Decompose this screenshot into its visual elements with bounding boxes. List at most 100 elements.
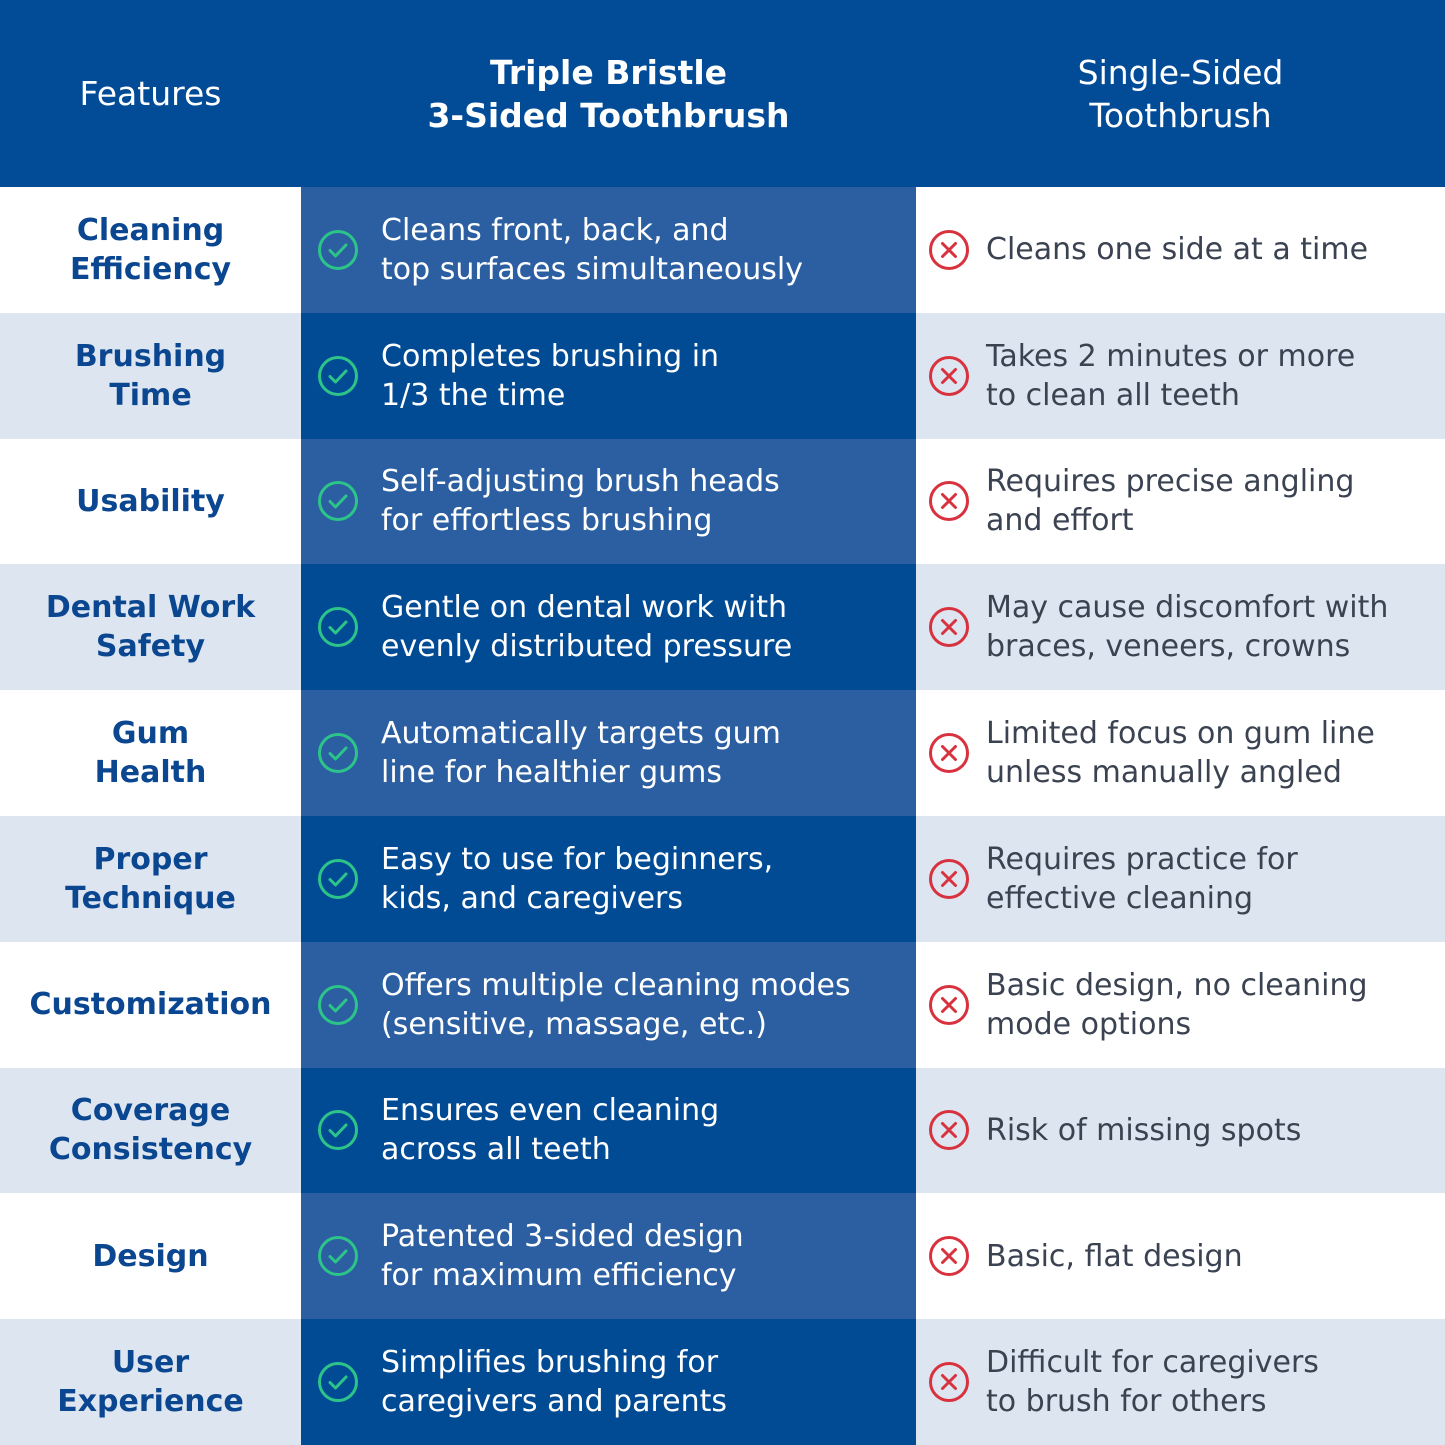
header-features-label: Features bbox=[79, 74, 222, 113]
single-sided-cell: Requires practice for effective cleaning bbox=[916, 815, 1445, 942]
feature-label: Customization bbox=[0, 941, 301, 1068]
cell-line: Requires precise angling bbox=[986, 464, 1355, 500]
check-circle-icon bbox=[317, 229, 359, 271]
cell-line: Cleans front, back, and bbox=[381, 212, 729, 248]
cell-line: Dental Work bbox=[45, 590, 256, 626]
single-sided-cell: Basic design, no cleaning mode options bbox=[916, 941, 1445, 1068]
cell-line: Safety bbox=[95, 629, 206, 665]
feature-label: Dental Work Safety bbox=[0, 564, 301, 691]
triple-bristle-cell: Patented 3-sided design for maximum effic… bbox=[301, 1193, 916, 1320]
cell-line: Gum bbox=[111, 716, 190, 752]
cell-line: Risk of missing spots bbox=[986, 1112, 1302, 1148]
feature-label: Proper Technique bbox=[0, 815, 301, 942]
cell-line: across all teeth bbox=[381, 1132, 611, 1168]
feature-label: Gum Health bbox=[0, 690, 301, 816]
cell-line: Customization bbox=[29, 987, 272, 1023]
cell-line: Cleaning bbox=[76, 212, 225, 248]
cell-line: to brush for others bbox=[986, 1384, 1267, 1420]
cell-line: Takes 2 minutes or more bbox=[986, 338, 1356, 374]
feature-label: Cleaning Efficiency bbox=[0, 187, 301, 313]
single-sided-cell: Risk of missing spots bbox=[916, 1067, 1445, 1194]
triple-bristle-cell: Simplifies brushing for caregivers and pa… bbox=[301, 1319, 916, 1445]
cell-line: Patented 3-sided design bbox=[381, 1219, 744, 1255]
cell-line: Basic, flat design bbox=[986, 1238, 1243, 1274]
cell-line: Simplifies brushing for bbox=[381, 1345, 719, 1381]
triple-bristle-cell: Easy to use for beginners, kids, and care… bbox=[301, 815, 916, 942]
cell-line: Ensures even cleaning bbox=[381, 1093, 720, 1129]
cell-line: kids, and caregivers bbox=[381, 880, 683, 916]
cell-line: for maximum efficiency bbox=[381, 1258, 737, 1294]
cell-line: evenly distributed pressure bbox=[381, 629, 793, 665]
single-sided-cell: Difficult for caregivers to brush for oth… bbox=[916, 1319, 1445, 1445]
cell-line: Efficiency bbox=[69, 251, 232, 287]
cell-line: mode options bbox=[986, 1006, 1192, 1042]
single-sided-cell: Cleans one side at a time bbox=[916, 187, 1445, 313]
cell-line: 1/3 the time bbox=[381, 377, 566, 413]
triple-bristle-cell: Automatically targets gum line for health… bbox=[301, 690, 916, 816]
cell-line: Coverage bbox=[70, 1093, 231, 1129]
cell-line: Offers multiple cleaning modes bbox=[381, 967, 851, 1003]
cell-line: braces, veneers, crowns bbox=[986, 629, 1351, 665]
check-circle-icon bbox=[317, 480, 359, 522]
feature-label: Usability bbox=[0, 438, 301, 565]
check-circle-icon bbox=[317, 732, 359, 774]
cell-line: (sensitive, massage, etc.) bbox=[381, 1006, 767, 1042]
cell-line: Technique bbox=[65, 880, 236, 916]
x-circle-icon bbox=[928, 480, 970, 522]
check-circle-icon bbox=[317, 1109, 359, 1151]
cell-line: for effortless brushing bbox=[381, 503, 713, 539]
header-features: Features bbox=[0, 0, 301, 187]
cell-line: line for healthier gums bbox=[381, 755, 723, 791]
check-circle-icon bbox=[317, 984, 359, 1026]
cell-line: to clean all teeth bbox=[986, 377, 1240, 413]
cell-line: Proper bbox=[93, 841, 208, 877]
header-triple-bristle: Triple Bristle 3-Sided Toothbrush bbox=[301, 0, 916, 187]
x-circle-icon bbox=[928, 1109, 970, 1151]
check-circle-icon bbox=[317, 1361, 359, 1403]
cell-line: Consistency bbox=[48, 1132, 253, 1168]
single-sided-cell: Takes 2 minutes or more to clean all teet… bbox=[916, 312, 1445, 439]
feature-label: User Experience bbox=[0, 1319, 301, 1445]
cell-line: Cleans one side at a time bbox=[986, 232, 1369, 268]
cell-line: Time bbox=[109, 377, 192, 413]
x-circle-icon bbox=[928, 1361, 970, 1403]
triple-bristle-cell: Ensures even cleaning across all teeth bbox=[301, 1067, 916, 1194]
single-sided-cell: Limited focus on gum line unless manually… bbox=[916, 690, 1445, 816]
header-theirs-line: Single-Sided bbox=[1077, 52, 1284, 92]
cell-line: Completes brushing in bbox=[381, 338, 720, 374]
x-circle-icon bbox=[928, 732, 970, 774]
cell-line: Requires practice for bbox=[986, 841, 1298, 877]
feature-label: Coverage Consistency bbox=[0, 1067, 301, 1194]
check-circle-icon bbox=[317, 606, 359, 648]
header-ours-line: 3-Sided Toothbrush bbox=[427, 95, 790, 135]
x-circle-icon bbox=[928, 229, 970, 271]
triple-bristle-cell: Cleans front, back, and top surfaces simu… bbox=[301, 187, 916, 313]
triple-bristle-cell: Offers multiple cleaning modes (sensitive… bbox=[301, 941, 916, 1068]
triple-bristle-cell: Completes brushing in 1/3 the time bbox=[301, 312, 916, 439]
x-circle-icon bbox=[928, 858, 970, 900]
triple-bristle-cell: Self-adjusting brush heads for effortless… bbox=[301, 438, 916, 565]
cell-line: top surfaces simultaneously bbox=[381, 251, 803, 287]
cell-line: Experience bbox=[57, 1384, 244, 1420]
header-ours-line: Triple Bristle bbox=[489, 52, 728, 92]
single-sided-cell: Requires precise angling and effort bbox=[916, 438, 1445, 565]
x-circle-icon bbox=[928, 984, 970, 1026]
cell-line: May cause discomfort with bbox=[986, 590, 1389, 626]
cell-line: Health bbox=[94, 755, 207, 791]
cell-line: Limited focus on gum line bbox=[986, 716, 1375, 752]
cell-line: Difficult for caregivers bbox=[986, 1345, 1319, 1381]
check-circle-icon bbox=[317, 355, 359, 397]
cell-line: Self-adjusting brush heads bbox=[381, 464, 780, 500]
cell-line: unless manually angled bbox=[986, 755, 1342, 791]
cell-line: Gentle on dental work with bbox=[381, 590, 788, 626]
single-sided-cell: Basic, flat design bbox=[916, 1193, 1445, 1320]
x-circle-icon bbox=[928, 1235, 970, 1277]
cell-line: User bbox=[111, 1345, 190, 1381]
cell-line: effective cleaning bbox=[986, 880, 1253, 916]
check-circle-icon bbox=[317, 1235, 359, 1277]
check-circle-icon bbox=[317, 858, 359, 900]
cell-line: Design bbox=[92, 1238, 209, 1274]
x-circle-icon bbox=[928, 355, 970, 397]
cell-line: Automatically targets gum bbox=[381, 716, 781, 752]
